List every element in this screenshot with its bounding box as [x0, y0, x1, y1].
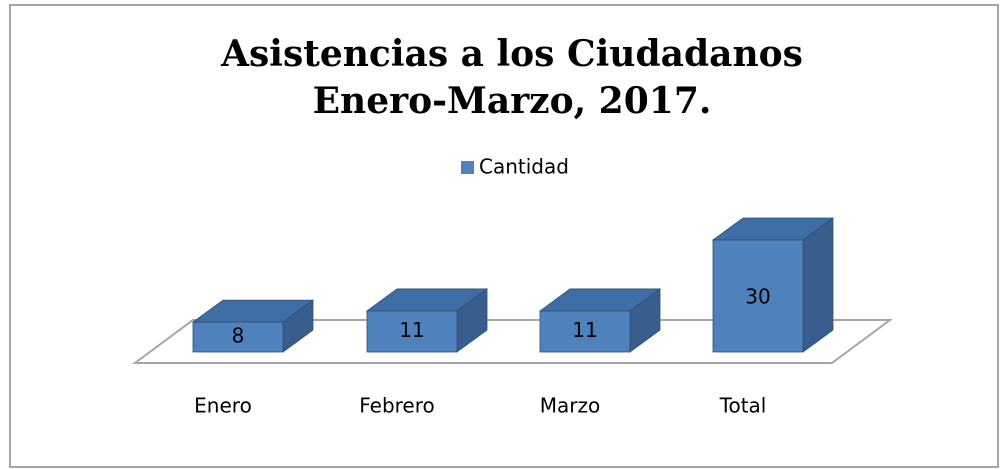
x-tick-label: Febrero [359, 394, 435, 418]
data-label: 11 [572, 318, 597, 342]
bar-front [712, 239, 804, 353]
chart-title: Enero-Marzo, 2017. [313, 80, 712, 122]
x-tick-label: Marzo [540, 394, 600, 418]
chart-title: Asistencias a los Ciudadanos [220, 33, 803, 75]
x-tick-label: Enero [194, 394, 252, 418]
data-label: 11 [399, 318, 424, 342]
bar-front [192, 321, 284, 353]
x-tick-label: Total [719, 394, 767, 418]
bar-front [539, 310, 631, 353]
bar [538, 288, 662, 353]
legend-label: Cantidad [479, 155, 569, 179]
bar [711, 217, 835, 353]
data-label: 30 [745, 285, 770, 309]
legend-swatch [461, 161, 474, 174]
floor [131, 319, 894, 364]
data-label: 8 [232, 324, 245, 348]
bar-front [366, 310, 458, 353]
bar [191, 299, 315, 353]
bar [365, 288, 489, 353]
bar-side [802, 217, 834, 353]
